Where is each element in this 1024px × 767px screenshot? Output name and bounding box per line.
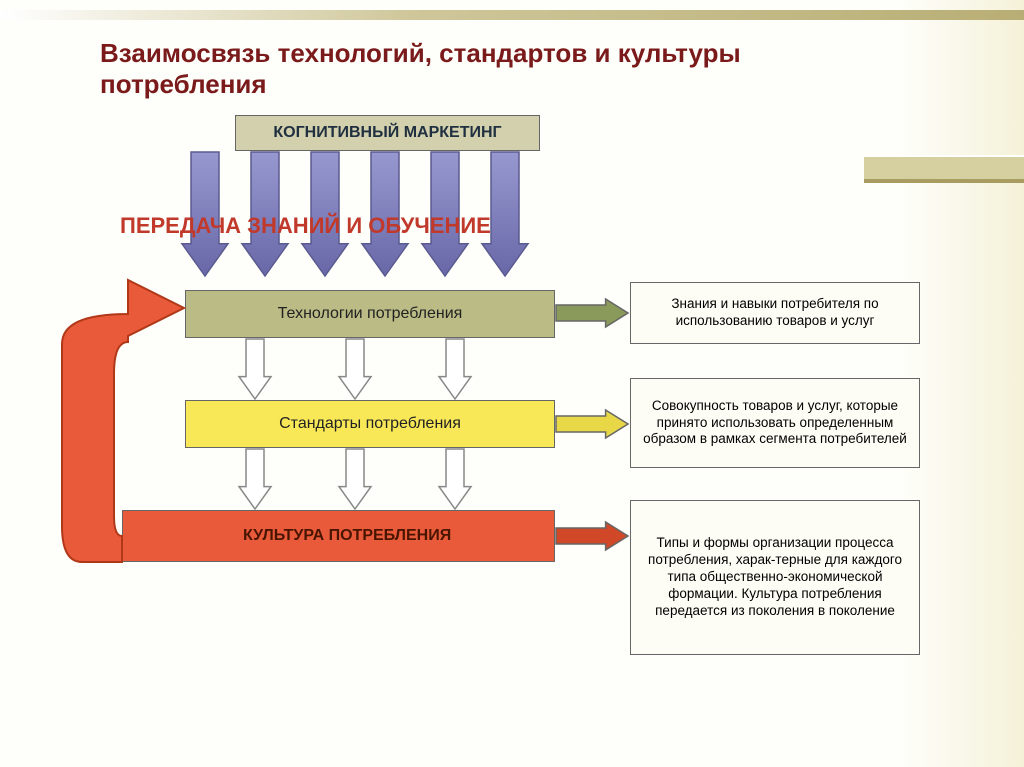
standards-box: Стандарты потребления xyxy=(185,400,555,448)
desc-tech: Знания и навыки потребителя по использов… xyxy=(630,282,920,344)
page-title: Взаимосвязь технологий, стандартов и кул… xyxy=(100,38,820,100)
top-stripe xyxy=(0,10,1024,20)
desc-culture: Типы и формы организации процесса потреб… xyxy=(630,500,920,655)
desc-standards: Совокупность товаров и услуг, которые пр… xyxy=(630,378,920,468)
mid-stripe xyxy=(864,155,1024,183)
transfer-label: ПЕРЕДАЧА ЗНАНИЙ И ОБУЧЕНИЕ xyxy=(120,213,491,239)
tech-box: Технологии потребления xyxy=(185,290,555,338)
culture-box: КУЛЬТУРА ПОТРЕБЛЕНИЯ xyxy=(122,510,555,562)
cognitive-box: КОГНИТИВНЫЙ МАРКЕТИНГ xyxy=(235,115,540,151)
